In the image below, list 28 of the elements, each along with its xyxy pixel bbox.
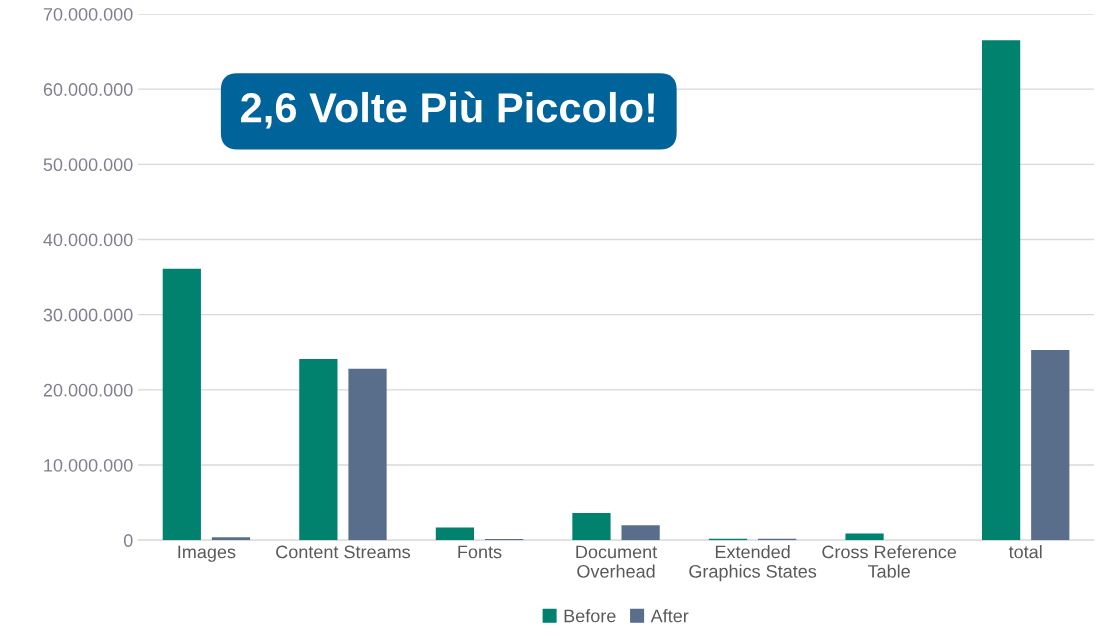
y-tick-label: 60.000.000 — [43, 83, 133, 96]
bar — [981, 40, 1021, 541]
bar — [348, 368, 387, 541]
x-tick-label: Content Streams — [276, 545, 411, 559]
x-tick-label: Extended Graphics States — [689, 545, 817, 582]
y-tick-label: 30.000.000 — [43, 308, 133, 322]
y-tick-label: 10.000.000 — [44, 458, 133, 472]
annotation: 2,6 Volte Più Piccolo! — [241, 91, 654, 129]
y-tick-label: 0 — [123, 534, 133, 547]
x-tick-label: Cross Reference Table — [822, 545, 957, 578]
x-tick-label: Images — [178, 545, 236, 562]
bar — [572, 513, 611, 541]
legend-label: After — [650, 609, 689, 623]
bar — [1031, 350, 1070, 541]
y-tick-label: 40.000.000 — [43, 233, 133, 247]
bar — [621, 525, 660, 541]
bar — [299, 359, 338, 541]
y-tick-label: 20.000.000 — [43, 383, 133, 397]
bar — [845, 533, 884, 541]
y-tick-label: 70.000.000 — [43, 7, 133, 21]
x-tick-label: Fonts — [458, 545, 502, 559]
y-tick-label: 50.000.000 — [43, 158, 133, 172]
bar — [435, 527, 475, 541]
bar — [162, 268, 201, 541]
bar — [211, 537, 251, 541]
x-tick-label: total — [1008, 545, 1042, 559]
legend-label: Before — [564, 609, 616, 623]
x-tick-label: Document Overhead — [576, 545, 658, 578]
